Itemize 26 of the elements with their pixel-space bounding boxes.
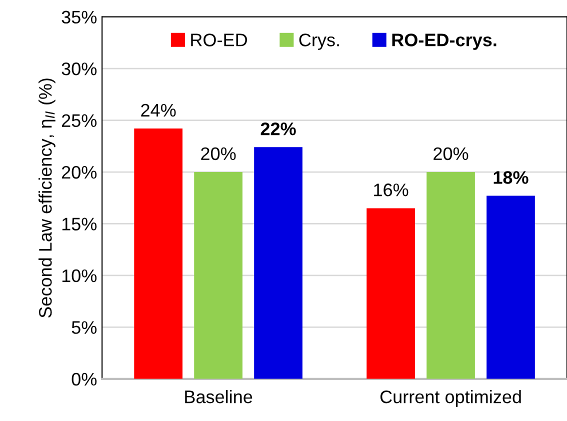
bar xyxy=(134,128,182,379)
y-tick-label: 25% xyxy=(62,114,97,128)
y-tick-label: 15% xyxy=(62,218,97,230)
bar xyxy=(254,147,302,379)
data-label: 16% xyxy=(374,184,408,196)
bar xyxy=(194,172,242,379)
y-tick-label: 30% xyxy=(62,62,97,76)
y-tick-label: 5% xyxy=(72,321,97,334)
legend-label: Crys. xyxy=(299,34,339,50)
data-label: 20% xyxy=(201,147,236,160)
bar xyxy=(426,172,475,379)
legend-label: RO-ED-crys. xyxy=(392,34,496,50)
y-tick-label: 10% xyxy=(62,269,97,282)
data-label: 18% xyxy=(494,171,528,184)
bar xyxy=(366,208,415,379)
data-label: 24% xyxy=(141,104,176,117)
y-tick-label: 20% xyxy=(62,166,97,179)
data-label: 20% xyxy=(434,147,468,160)
y-tick-label: 35% xyxy=(62,10,97,24)
data-label: 22% xyxy=(260,122,296,136)
y-axis-title: Second Law efficiency, η$_{II}$ (%) xyxy=(38,78,56,318)
x-tick-label: Baseline xyxy=(185,390,252,404)
y-tick-label: 0% xyxy=(72,372,97,386)
bar xyxy=(486,196,535,379)
x-tick-label: Current optimized xyxy=(380,390,521,407)
legend-label: RO-ED xyxy=(191,34,247,46)
